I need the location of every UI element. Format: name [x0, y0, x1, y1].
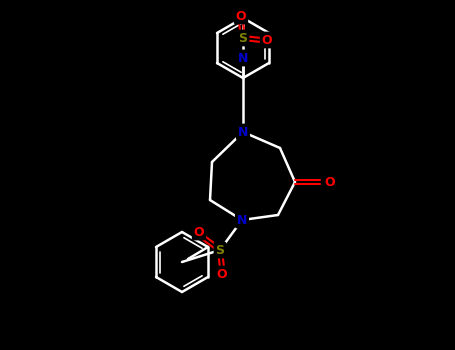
Text: O: O: [217, 267, 228, 280]
Text: S: S: [216, 244, 224, 257]
Text: O: O: [325, 175, 335, 189]
Text: O: O: [262, 34, 272, 47]
Text: O: O: [194, 225, 204, 238]
Text: N: N: [237, 214, 247, 226]
Text: N: N: [238, 126, 248, 139]
Text: O: O: [236, 9, 246, 22]
Text: N: N: [238, 51, 248, 64]
Text: S: S: [238, 32, 248, 44]
